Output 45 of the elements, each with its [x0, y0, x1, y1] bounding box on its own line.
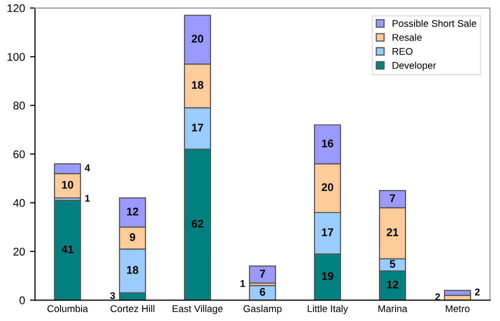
- data-label: 12: [127, 208, 138, 216]
- data-label: 7: [260, 270, 266, 278]
- legend-label: Resale: [392, 34, 422, 41]
- data-label: 20: [192, 34, 204, 43]
- data-label: 18: [192, 81, 204, 89]
- y-tick-label: 40: [13, 199, 25, 207]
- x-tick-label: East Village: [172, 304, 223, 314]
- legend-label: REO: [392, 48, 412, 55]
- x-tick-label: Cortez Hill: [110, 304, 154, 312]
- data-label: 9: [130, 233, 136, 242]
- data-label: 17: [192, 124, 204, 132]
- data-label: 10: [62, 180, 74, 189]
- x-tick-label: Metro: [446, 305, 470, 312]
- bar: [444, 290, 472, 296]
- y-tick-label: 20: [13, 248, 25, 256]
- data-label: 6: [260, 288, 266, 296]
- y-tick-label: 0: [20, 296, 25, 304]
- x-tick-label: Little Italy: [308, 304, 348, 314]
- y-tick-label: 60: [13, 150, 25, 158]
- data-label: 19: [322, 272, 334, 280]
- bar: [54, 200, 82, 300]
- data-label: 1: [240, 280, 246, 287]
- data-label: 17: [322, 228, 334, 236]
- x-tick-label: Columbia: [47, 304, 88, 312]
- legend-label: Possible Short Sale: [392, 20, 476, 27]
- legend-label: Developer: [392, 62, 436, 71]
- data-label: 3: [110, 292, 115, 300]
- data-label: 1: [85, 194, 90, 202]
- data-label: 18: [127, 266, 138, 274]
- x-tick-label: Marina: [378, 304, 408, 312]
- data-label: 16: [322, 139, 334, 148]
- x-tick-label: Gaslamp: [244, 304, 282, 314]
- y-tick-label: 80: [13, 102, 25, 110]
- y-tick-label: 120: [8, 4, 25, 12]
- data-label: 20: [322, 183, 334, 192]
- bar: [248, 266, 276, 284]
- data-label: 5: [390, 260, 396, 268]
- data-label: 2: [475, 288, 480, 296]
- data-label: 4: [84, 164, 90, 172]
- data-label: 41: [61, 245, 74, 254]
- y-tick-label: 100: [8, 52, 25, 61]
- data-label: 62: [192, 220, 204, 228]
- data-label: 7: [390, 194, 396, 202]
- data-label: 21: [386, 228, 398, 236]
- data-label: 12: [387, 280, 398, 288]
